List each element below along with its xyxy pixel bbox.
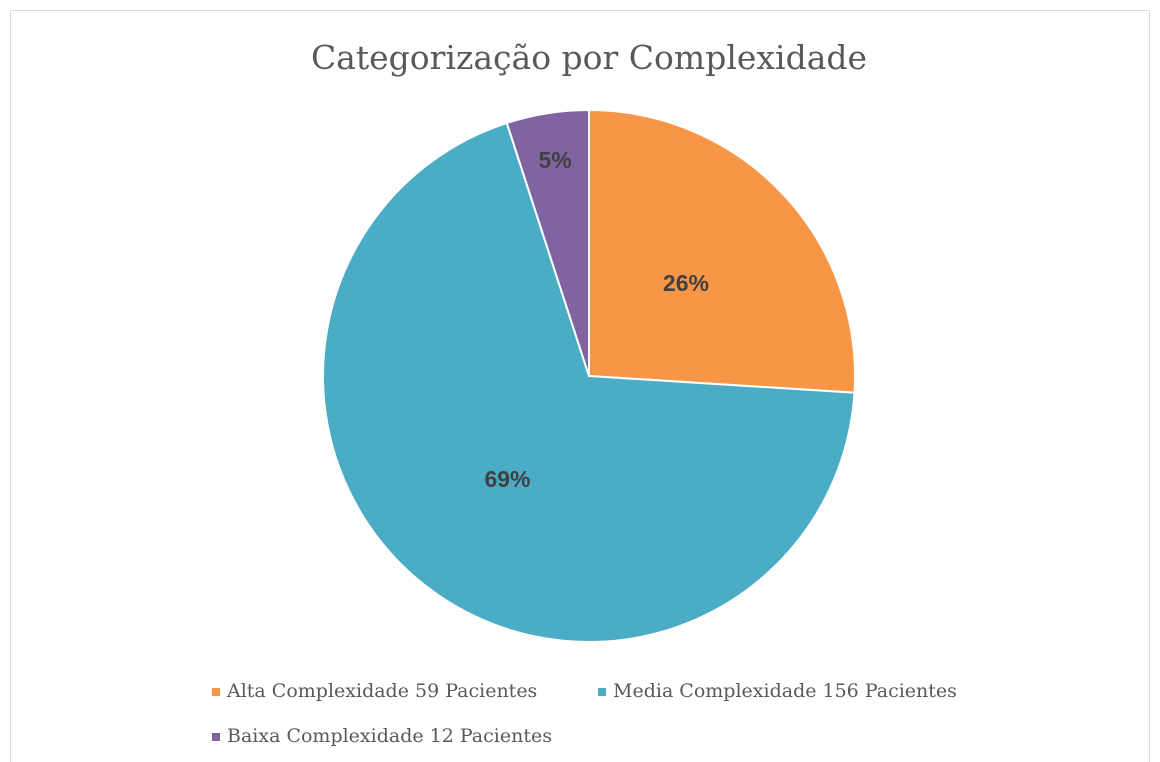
data-label: 69%: [484, 466, 530, 492]
pie-slice: [322, 121, 856, 643]
chart-title: Categorização por Complexidade: [311, 38, 867, 77]
legend-label: Alta Complexidade 59 Pacientes: [226, 680, 537, 702]
pie-slice: [588, 108, 856, 394]
legend-label: Baixa Complexidade 12 Pacientes: [227, 725, 552, 747]
legend-marker: [212, 733, 220, 741]
data-label: 5%: [538, 147, 571, 173]
pie-slice: [505, 108, 590, 377]
legend-label: Media Complexidade 156 Pacientes: [613, 680, 957, 702]
data-label: 26%: [663, 270, 709, 296]
legend-marker: [598, 688, 606, 696]
legend-marker: [212, 688, 220, 696]
